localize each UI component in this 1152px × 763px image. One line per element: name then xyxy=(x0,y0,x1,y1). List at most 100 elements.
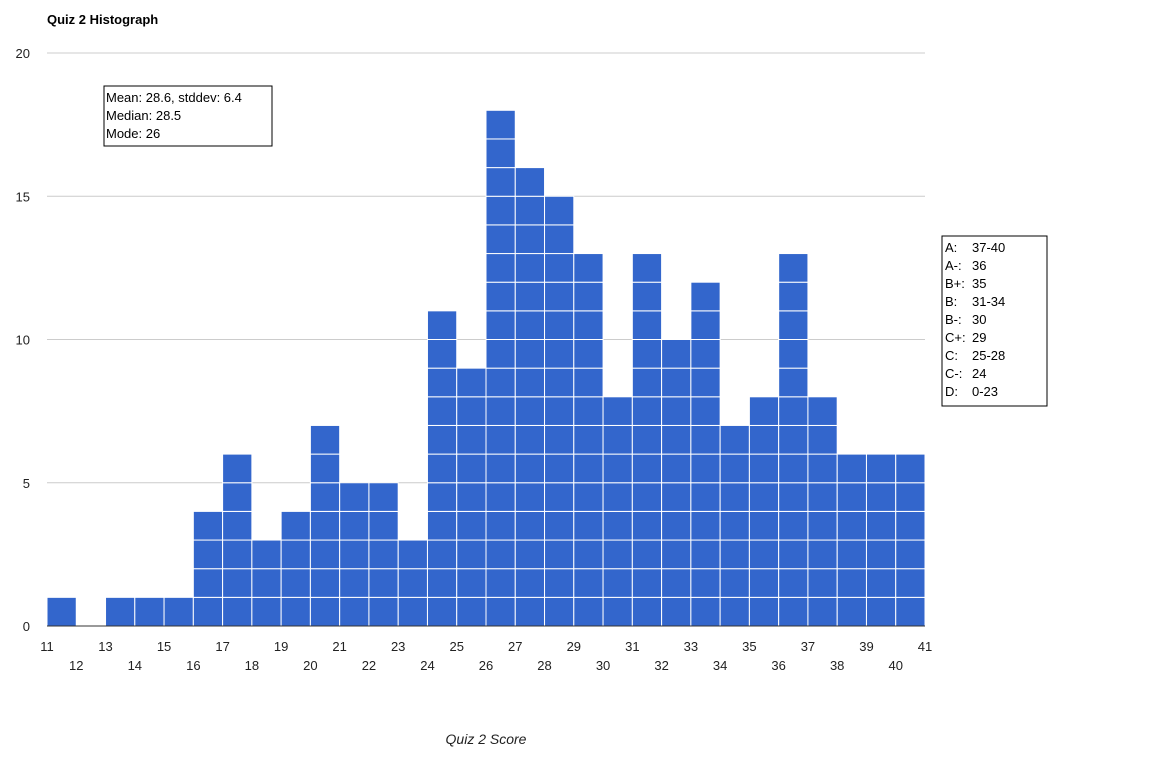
bar-unit xyxy=(222,482,253,512)
y-axis-ticks: 0 5 10 15 20 xyxy=(16,46,30,634)
bar-unit xyxy=(426,367,458,398)
bar-unit xyxy=(573,568,604,598)
bar-unit xyxy=(163,596,194,627)
bar-unit xyxy=(661,510,692,541)
bar-unit xyxy=(631,396,663,426)
bar-unit xyxy=(748,510,780,541)
grade-label: D: xyxy=(945,384,958,399)
bar-unit xyxy=(807,396,838,426)
bar-unit xyxy=(748,424,780,455)
bar-unit xyxy=(778,453,809,484)
bar-unit xyxy=(895,510,926,541)
bar-unit xyxy=(280,596,311,627)
bar-unit xyxy=(807,453,838,484)
bar-unit xyxy=(544,453,575,484)
bar-unit xyxy=(865,596,897,627)
grade-label: C+: xyxy=(945,330,966,345)
bar-unit xyxy=(485,310,516,341)
bar-unit xyxy=(485,482,516,512)
bar-unit xyxy=(807,482,838,512)
bar-unit xyxy=(192,568,224,598)
bar-unit xyxy=(836,482,867,512)
bar-unit xyxy=(807,568,838,598)
bar-unit xyxy=(631,367,663,398)
bar-unit xyxy=(368,539,399,570)
bar-unit xyxy=(456,539,487,570)
bar-unit xyxy=(602,596,633,627)
bar-unit xyxy=(690,281,721,312)
bar xyxy=(192,510,224,627)
x-tick-label: 19 xyxy=(274,639,288,654)
x-tick-label: 38 xyxy=(830,658,844,673)
grade-range: 35 xyxy=(972,276,986,291)
bar-unit xyxy=(573,396,604,426)
x-tick-label: 34 xyxy=(713,658,727,673)
bar-unit xyxy=(865,568,897,598)
x-tick-label: 25 xyxy=(449,639,463,654)
bar-unit xyxy=(602,510,633,541)
bar-unit xyxy=(602,396,633,426)
x-tick-label: 29 xyxy=(567,639,581,654)
bar-unit xyxy=(778,367,809,398)
y-tick-label: 15 xyxy=(16,189,30,204)
grade-legend-box: A: 37-40 A-: 36 B+: 35 B: 31-34 B-: 30 C+: 29 C: 25-2… xyxy=(941,235,1048,407)
bar-unit xyxy=(514,596,546,627)
bar-unit xyxy=(661,424,692,455)
bar xyxy=(807,396,838,627)
grade-label: C: xyxy=(945,348,958,363)
bar-unit xyxy=(514,281,546,312)
bar-unit xyxy=(514,568,546,598)
bar-unit xyxy=(544,339,575,369)
bar-unit xyxy=(426,510,458,541)
bar-unit xyxy=(368,596,399,627)
bar-unit xyxy=(426,396,458,426)
bar-unit xyxy=(514,482,546,512)
bar-unit xyxy=(309,453,341,484)
bar-unit xyxy=(456,596,487,627)
bar-unit xyxy=(514,539,546,570)
grade-box-frame xyxy=(941,235,1048,407)
bar-unit xyxy=(426,568,458,598)
bar-unit xyxy=(573,510,604,541)
bar-unit xyxy=(836,568,867,598)
bar-unit xyxy=(544,396,575,426)
bar-unit xyxy=(690,339,721,369)
bar-unit xyxy=(778,310,809,341)
grade-range: 31-34 xyxy=(972,294,1005,309)
bar-unit xyxy=(426,596,458,627)
bar-unit xyxy=(456,396,487,426)
bar-unit xyxy=(602,568,633,598)
bar-unit xyxy=(514,367,546,398)
x-tick-label: 23 xyxy=(391,639,405,654)
bar-unit xyxy=(544,224,575,255)
bar-unit xyxy=(748,482,780,512)
bar-unit xyxy=(222,453,253,484)
bar xyxy=(105,596,136,627)
bar-unit xyxy=(485,339,516,369)
bar-unit xyxy=(778,482,809,512)
bar xyxy=(368,482,399,627)
bar-unit xyxy=(280,539,311,570)
bar-unit xyxy=(807,596,838,627)
bar xyxy=(339,482,370,627)
grade-label: C-: xyxy=(945,366,962,381)
bar-unit xyxy=(778,539,809,570)
x-tick-label: 27 xyxy=(508,639,522,654)
bar xyxy=(631,253,663,627)
bar-unit xyxy=(748,453,780,484)
bar-unit xyxy=(661,539,692,570)
bar-unit xyxy=(690,453,721,484)
bar xyxy=(719,424,750,627)
stats-line: Mode: 26 xyxy=(106,126,160,141)
bar xyxy=(836,453,867,627)
bar-unit xyxy=(544,568,575,598)
bar-unit xyxy=(690,510,721,541)
bar-unit xyxy=(661,453,692,484)
bar-unit xyxy=(573,453,604,484)
bar-unit xyxy=(719,424,750,455)
bar-unit xyxy=(602,424,633,455)
bar-unit xyxy=(661,482,692,512)
bar-unit xyxy=(309,510,341,541)
bar-unit xyxy=(602,539,633,570)
bar-unit xyxy=(134,596,165,627)
